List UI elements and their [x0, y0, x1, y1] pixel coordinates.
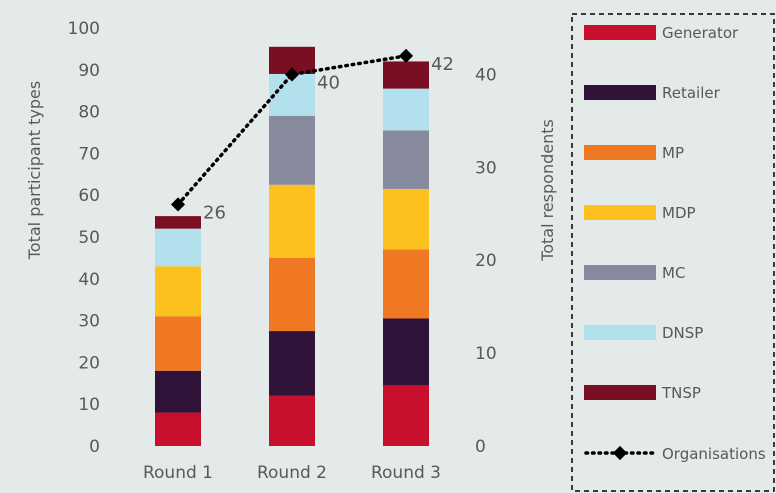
organisations-marker	[398, 48, 414, 63]
right-tick-label: 20	[475, 251, 497, 271]
legend-label-mc: MC	[662, 264, 685, 282]
left-axis-title: Total participant types	[25, 81, 44, 261]
right-tick-label: 0	[475, 437, 486, 457]
legend-label-mdp: MDP	[662, 204, 696, 222]
legend-swatch-mdp	[584, 205, 656, 220]
left-tick-label: 30	[78, 312, 100, 332]
bar-segment-generator	[383, 385, 429, 446]
legend-label-retailer: Retailer	[662, 84, 721, 102]
left-tick-label: 100	[68, 19, 100, 39]
legend-border	[571, 13, 775, 492]
legend-label-tnsp: TNSP	[661, 384, 701, 402]
left-tick-label: 60	[78, 186, 100, 206]
right-axis-title: Total respondents	[538, 119, 557, 262]
bar-segment-mdp	[269, 184, 315, 258]
bar-segment-retailer	[155, 370, 201, 413]
right-tick-label: 40	[475, 65, 497, 85]
bar-segment-mc	[383, 130, 429, 189]
left-tick-label: 10	[78, 395, 100, 415]
legend-label-dnsp: DNSP	[662, 324, 703, 342]
right-axis: 0 10 20 30 40	[475, 65, 497, 457]
legend-label-organisations: Organisations	[662, 445, 766, 463]
organisations-marker	[284, 67, 300, 82]
left-tick-label: 20	[78, 353, 100, 373]
legend-label-generator: Generator	[662, 24, 739, 42]
legend-swatch-retailer	[584, 85, 656, 100]
organisations-data-label: 40	[317, 72, 340, 93]
bar-segment-mp	[155, 316, 201, 371]
legend-swatch-tnsp	[584, 385, 656, 400]
bar-segment-retailer	[383, 318, 429, 386]
bars	[155, 46, 429, 446]
bar-segment-tnsp	[383, 61, 429, 89]
legend-marker-organisations	[612, 445, 628, 461]
bar-segment-mp	[383, 249, 429, 319]
x-tick-label: Round 2	[257, 463, 327, 483]
x-tick-label: Round 1	[143, 463, 213, 483]
left-tick-label: 40	[78, 270, 100, 290]
organisations-data-label: 26	[203, 202, 226, 223]
legend-swatch-dnsp	[584, 325, 656, 340]
bar-segment-generator	[155, 412, 201, 446]
legend: Generator Retailer MP MDP MC DNSP TNSP Organisa…	[571, 13, 775, 492]
bar-segment-mdp	[383, 188, 429, 250]
x-tick-label: Round 3	[371, 463, 441, 483]
bar-segment-mdp	[155, 266, 201, 317]
organisations-line: 26 40 42	[170, 48, 454, 223]
organisations-line-path	[176, 54, 408, 207]
bar-segment-mp	[269, 257, 315, 332]
bar-segment-dnsp	[383, 88, 429, 131]
right-tick-label: 30	[475, 158, 497, 178]
bar-segment-dnsp	[155, 228, 201, 267]
left-tick-label: 70	[78, 144, 100, 164]
left-tick-label: 50	[78, 228, 100, 248]
organisations-data-label: 42	[431, 54, 454, 75]
legend-swatch-generator	[584, 25, 656, 40]
bar-segment-generator	[269, 395, 315, 446]
bar-segment-tnsp	[155, 216, 201, 229]
organisations-marker	[170, 197, 186, 212]
legend-swatch-mp	[584, 145, 656, 160]
left-tick-label: 80	[78, 103, 100, 123]
legend-swatch-mc	[584, 265, 656, 280]
left-tick-label: 90	[78, 61, 100, 81]
bar-segment-mc	[269, 115, 315, 185]
x-axis: Round 1 Round 2 Round 3	[143, 463, 441, 483]
right-tick-label: 10	[475, 344, 497, 364]
left-axis: 0 10 20 30 40 50 60 70 80 90 100	[68, 19, 100, 457]
bar-segment-retailer	[269, 331, 315, 396]
legend-label-mp: MP	[662, 144, 684, 162]
left-tick-label: 0	[89, 437, 100, 457]
